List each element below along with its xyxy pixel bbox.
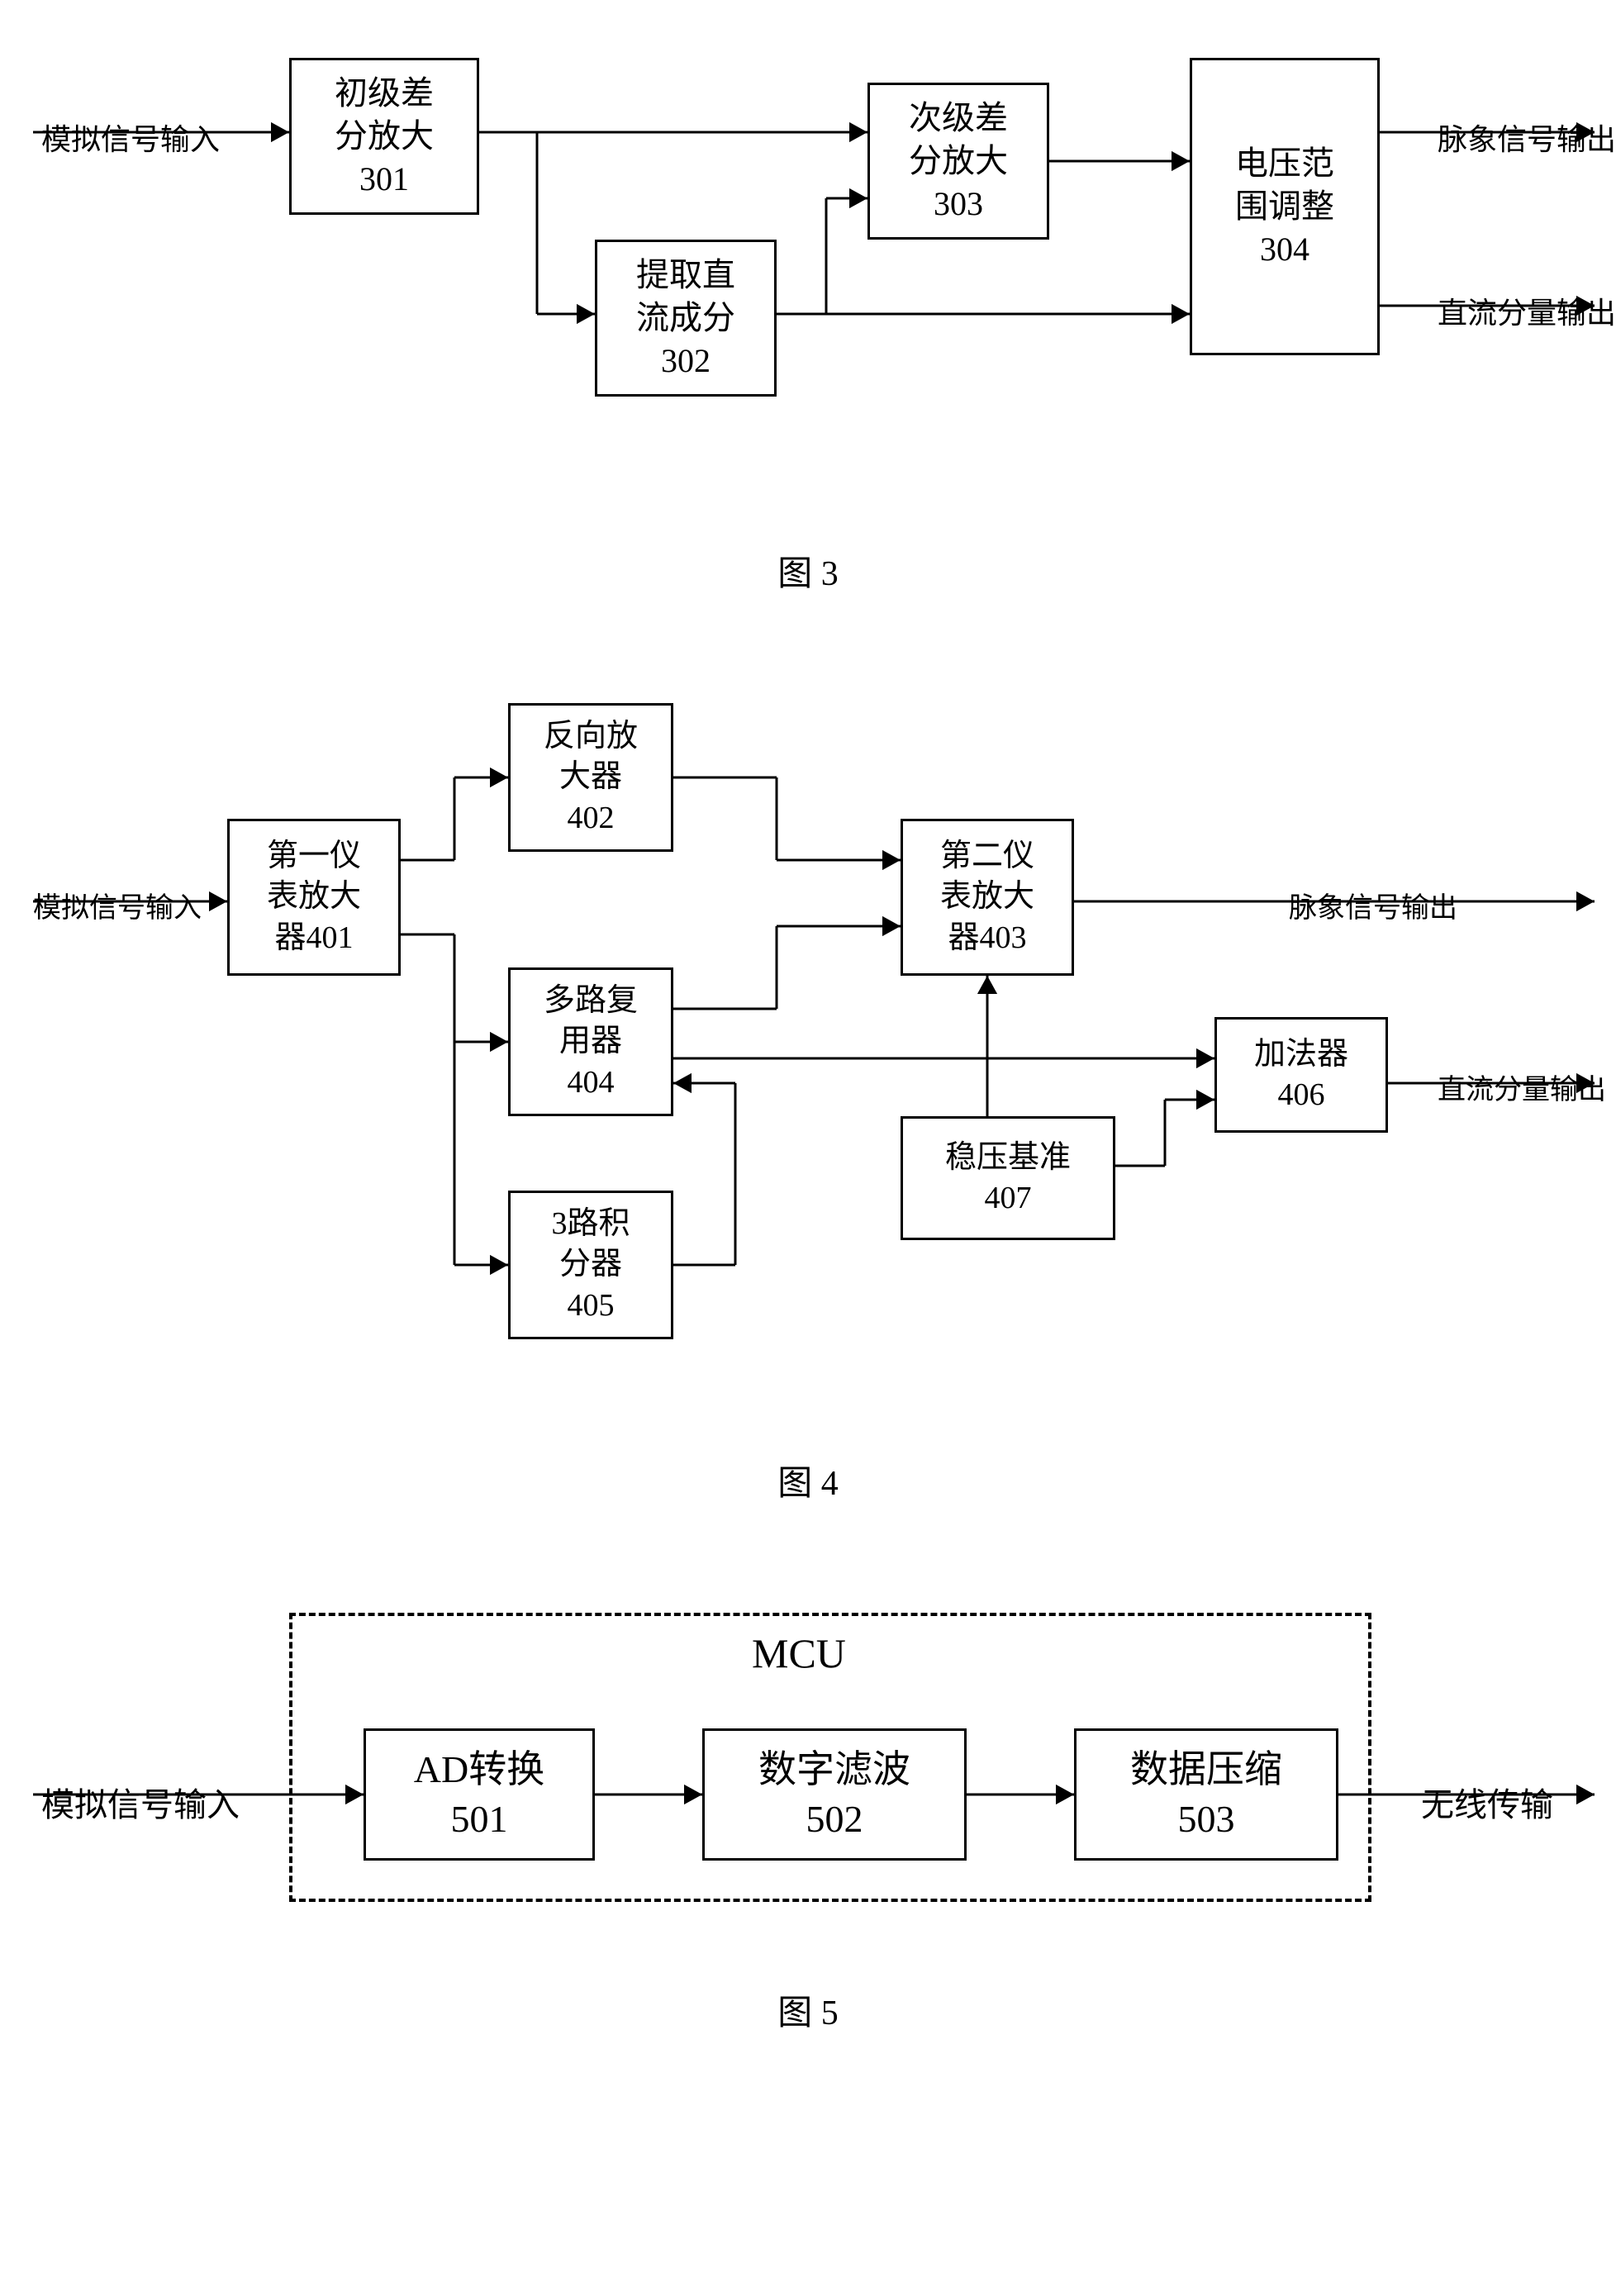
figure-3-caption: 图 3 [33, 545, 1583, 596]
block-n502: 数字滤波502 [702, 1728, 967, 1861]
io-label-out2: 直流分量输出 [1438, 289, 1616, 332]
io-label-out: 无线传输 [1421, 1778, 1553, 1826]
block-n403: 第二仪表放大器403 [901, 819, 1074, 976]
figure-5-caption: 图 5 [33, 1985, 1583, 2035]
block-n401: 第一仪表放大器401 [227, 819, 401, 976]
block-n303: 次级差分放大303 [867, 83, 1049, 240]
figure-5-diagram: MCU AD转换501 数字滤波502 数据压缩503 模拟信号输入 无线传输 [33, 1588, 1603, 1935]
mcu-label: MCU [752, 1629, 846, 1677]
block-n406: 加法器406 [1214, 1017, 1388, 1133]
block-n501: AD转换501 [364, 1728, 595, 1861]
figure-4-diagram: 第一仪表放大器401 反向放大器402 多路复用器404 3路积分器405 第二仪表放大… [33, 678, 1603, 1405]
block-n503: 数据压缩503 [1074, 1728, 1338, 1861]
io-label-in: 模拟信号输入 [41, 1778, 240, 1826]
io-label-in: 模拟信号输入 [33, 885, 202, 925]
block-n405: 3路积分器405 [508, 1191, 673, 1339]
io-label-out2: 直流分量输出 [1438, 1067, 1606, 1107]
block-n302: 提取直流成分302 [595, 240, 777, 397]
figure-3-diagram: 初级差分放大301 提取直流成分302 次级差分放大303 电压范围调整304 模拟信号… [33, 33, 1603, 496]
io-label-out1: 脉象信号输出 [1438, 116, 1616, 159]
block-n301: 初级差分放大301 [289, 58, 479, 215]
block-n407: 稳压基准407 [901, 1116, 1115, 1240]
io-label-out1: 脉象信号输出 [1289, 885, 1457, 925]
block-n402: 反向放大器402 [508, 703, 673, 852]
figure-4-caption: 图 4 [33, 1455, 1583, 1505]
block-n404: 多路复用器404 [508, 967, 673, 1116]
io-label-in: 模拟信号输入 [41, 116, 220, 159]
block-n304: 电压范围调整304 [1190, 58, 1380, 355]
